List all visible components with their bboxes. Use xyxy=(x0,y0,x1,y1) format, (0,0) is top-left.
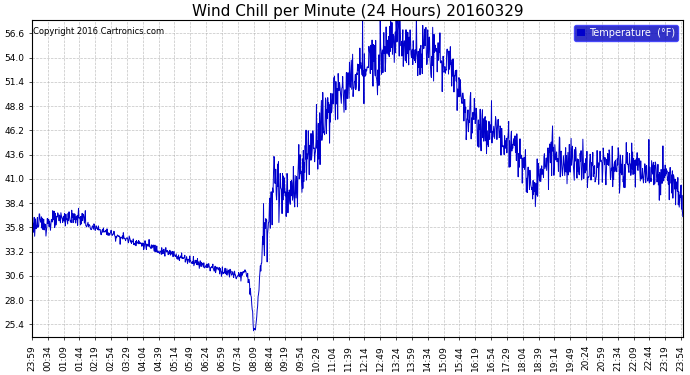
Text: Copyright 2016 Cartronics.com: Copyright 2016 Cartronics.com xyxy=(33,27,164,36)
Legend: Temperature  (°F): Temperature (°F) xyxy=(574,25,678,41)
Title: Wind Chill per Minute (24 Hours) 20160329: Wind Chill per Minute (24 Hours) 2016032… xyxy=(192,4,523,19)
